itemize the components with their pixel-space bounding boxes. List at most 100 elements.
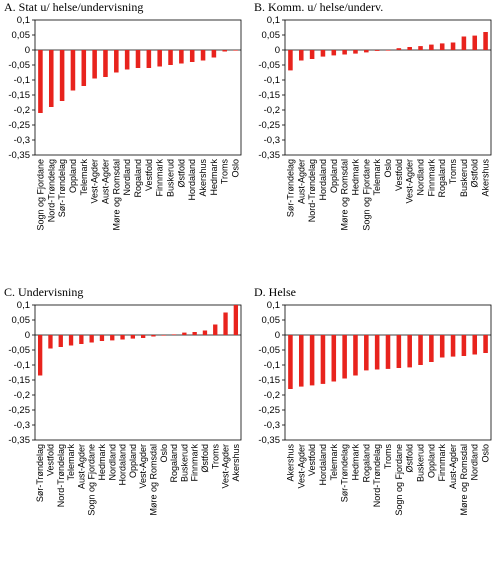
bar	[140, 335, 146, 338]
y-tick-label: 0	[25, 330, 30, 341]
bar	[48, 335, 53, 349]
plot-frame	[284, 304, 492, 441]
chart-panel-d: D. Helse 0,1 0,05 0 -0,05 -0,1 -0,15 -0,2 -0,25…	[250, 285, 500, 570]
x-tick-label: Sogn og Fjordane	[394, 444, 404, 516]
bar	[200, 50, 206, 61]
x-tick-label: Akershus	[231, 444, 241, 482]
x-tick-label: Vestfold	[45, 444, 55, 476]
bar	[38, 50, 43, 113]
y-tick-label: 0,1	[17, 300, 30, 311]
x-tick-label: Hedmark	[350, 159, 360, 196]
y-tick-label: -0,25	[8, 120, 30, 131]
x-tick-label: Oppland	[68, 159, 78, 193]
x-tick-label: Telemark	[66, 444, 76, 481]
y-tick-label: 0	[275, 330, 280, 341]
bar	[429, 44, 434, 50]
chart-title: D. Helse	[254, 285, 296, 299]
bar	[124, 50, 130, 70]
x-tick-label: Møre og Romsdal	[111, 159, 121, 231]
x-tick-label: Hedmark	[97, 444, 107, 481]
chart-title: C. Undervisning	[4, 285, 84, 299]
bar	[179, 50, 184, 64]
y-tick-label: -0,1	[14, 360, 30, 371]
bar	[309, 50, 315, 59]
x-tick-label: Finnmark	[190, 444, 200, 482]
bar	[59, 50, 65, 101]
bar	[81, 50, 87, 86]
chart-title: B. Komm. u/ helse/underv.	[254, 0, 384, 14]
x-tick-label: Vest-Agder	[405, 159, 415, 204]
bar	[189, 50, 195, 62]
bar	[79, 335, 84, 344]
bar	[407, 47, 412, 50]
y-tick-label: -0,3	[264, 135, 280, 146]
bar	[146, 50, 152, 68]
x-tick-label: Østfold	[200, 444, 210, 473]
x-tick-label: Finnmark	[426, 159, 436, 197]
y-tick-label: -0,2	[264, 105, 280, 116]
x-tick-label: Hordaland	[118, 444, 128, 486]
chart-panel-b: B. Komm. u/ helse/underv. 0,1 0,05 0 -0,05 -…	[250, 0, 500, 285]
x-tick-label: Buskerud	[166, 159, 176, 197]
x-tick-label: Oslo	[481, 444, 491, 463]
x-tick-label: Hordaland	[318, 444, 328, 486]
x-tick-label: Nordland	[122, 159, 132, 196]
x-tick-label: Rogaland	[361, 444, 371, 483]
x-tick-label: Vest-Agder	[296, 444, 306, 489]
bar	[202, 330, 208, 335]
x-tick-label: Finnmark	[437, 444, 447, 482]
y-tick-label: -0,05	[8, 60, 30, 71]
bar	[374, 335, 380, 370]
bar	[288, 50, 293, 71]
x-tick-label: Vestfold	[144, 159, 154, 191]
y-tick-label: -0,15	[8, 90, 30, 101]
bar	[450, 335, 456, 357]
x-tick-label: Buskerud	[179, 444, 189, 482]
x-tick-label: Møre og Romsdal	[148, 444, 158, 516]
bar	[58, 335, 63, 347]
y-tick-label: -0,05	[258, 60, 280, 71]
plot-frame	[34, 19, 242, 156]
x-tick-label: Buskerud	[459, 159, 469, 197]
bar	[342, 335, 347, 379]
bar	[135, 50, 141, 68]
x-tick-label: Nordland	[470, 444, 480, 481]
bar	[472, 35, 478, 50]
x-tick-label: Sogn og Fjordane	[35, 159, 45, 231]
chart-title: A. Stat u/ helse/undervisning	[4, 0, 144, 14]
bar	[120, 335, 125, 340]
bar	[151, 335, 156, 337]
y-tick-label: 0,05	[12, 315, 31, 326]
bar	[483, 335, 488, 353]
x-tick-label: Hordaland	[318, 159, 328, 201]
x-tick-label: Oslo	[231, 159, 241, 178]
x-tick-label: Nord-Trøndelag	[307, 159, 317, 222]
bar	[89, 335, 94, 343]
chart-panel-a: A. Stat u/ helse/undervisning 0,1 0,05 0 -0…	[0, 0, 250, 285]
x-tick-label: Akershus	[285, 444, 295, 482]
y-tick-label: -0,15	[8, 375, 30, 386]
x-tick-label: Vest-Agder	[90, 159, 100, 204]
x-tick-label: Oslo	[383, 159, 393, 178]
bar	[92, 50, 97, 79]
bar	[364, 335, 369, 371]
bar	[70, 50, 76, 91]
bar	[48, 50, 54, 107]
x-tick-label: Sør-Trøndelag	[35, 444, 45, 502]
x-tick-label: Oppland	[329, 159, 339, 193]
bar	[461, 36, 467, 50]
x-tick-label: Telemark	[372, 159, 382, 196]
bar	[298, 335, 304, 387]
bar	[223, 312, 228, 335]
bar	[233, 50, 238, 51]
bar	[385, 335, 391, 369]
x-tick-label: Vest-Agder	[138, 444, 148, 489]
y-tick-label: -0,15	[258, 375, 280, 386]
x-tick-label: Østfold	[405, 444, 415, 473]
bar	[450, 42, 456, 50]
bar	[320, 335, 326, 384]
x-tick-label: Nordland	[107, 444, 117, 481]
bar	[418, 46, 423, 50]
y-tick-label: -0,2	[264, 390, 280, 401]
bar-chart: 0,1 0,05 0 -0,05 -0,1 -0,15 -0,2 -0,25 -0,3 -0,35…	[8, 15, 242, 231]
